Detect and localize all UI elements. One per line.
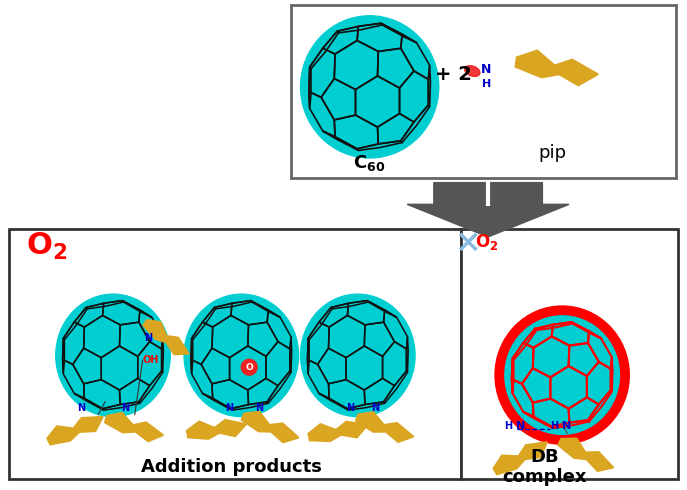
Text: DB
complex: DB complex xyxy=(502,447,587,486)
Polygon shape xyxy=(143,320,189,354)
Text: N: N xyxy=(255,403,263,413)
Text: N: N xyxy=(78,403,85,413)
Circle shape xyxy=(241,359,257,375)
Text: N: N xyxy=(225,403,234,413)
Text: N: N xyxy=(372,403,380,413)
Ellipse shape xyxy=(300,294,415,416)
FancyBboxPatch shape xyxy=(462,229,677,479)
Text: H: H xyxy=(482,79,491,89)
Text: H: H xyxy=(550,421,559,431)
Text: N: N xyxy=(563,421,572,431)
Text: OH: OH xyxy=(142,355,159,365)
Text: N: N xyxy=(121,403,129,413)
Polygon shape xyxy=(105,413,164,441)
Text: Addition products: Addition products xyxy=(141,458,322,476)
Polygon shape xyxy=(558,439,613,471)
Text: pip: pip xyxy=(538,144,566,162)
Polygon shape xyxy=(47,416,103,444)
Polygon shape xyxy=(407,183,569,237)
Polygon shape xyxy=(308,421,368,441)
Polygon shape xyxy=(187,420,246,439)
Ellipse shape xyxy=(300,16,439,158)
Text: $\mathbf{C_{60}}$: $\mathbf{C_{60}}$ xyxy=(354,153,386,173)
Ellipse shape xyxy=(184,294,299,416)
Text: H: H xyxy=(504,421,512,431)
Ellipse shape xyxy=(495,306,629,444)
Text: $\mathbf{O_2}$: $\mathbf{O_2}$ xyxy=(475,232,499,252)
Ellipse shape xyxy=(56,294,170,416)
Text: + 2: + 2 xyxy=(435,65,472,83)
Text: N: N xyxy=(481,63,491,75)
Text: N: N xyxy=(144,333,153,343)
Polygon shape xyxy=(515,50,598,85)
Text: O: O xyxy=(245,363,253,372)
Polygon shape xyxy=(493,442,547,474)
Polygon shape xyxy=(242,412,299,442)
Text: $\mathbf{O_2}$: $\mathbf{O_2}$ xyxy=(26,231,67,262)
FancyBboxPatch shape xyxy=(291,5,676,178)
FancyBboxPatch shape xyxy=(10,229,462,479)
Polygon shape xyxy=(356,412,414,442)
Text: N: N xyxy=(516,421,526,431)
Ellipse shape xyxy=(464,66,480,76)
Text: N: N xyxy=(346,403,354,413)
Ellipse shape xyxy=(505,316,620,434)
